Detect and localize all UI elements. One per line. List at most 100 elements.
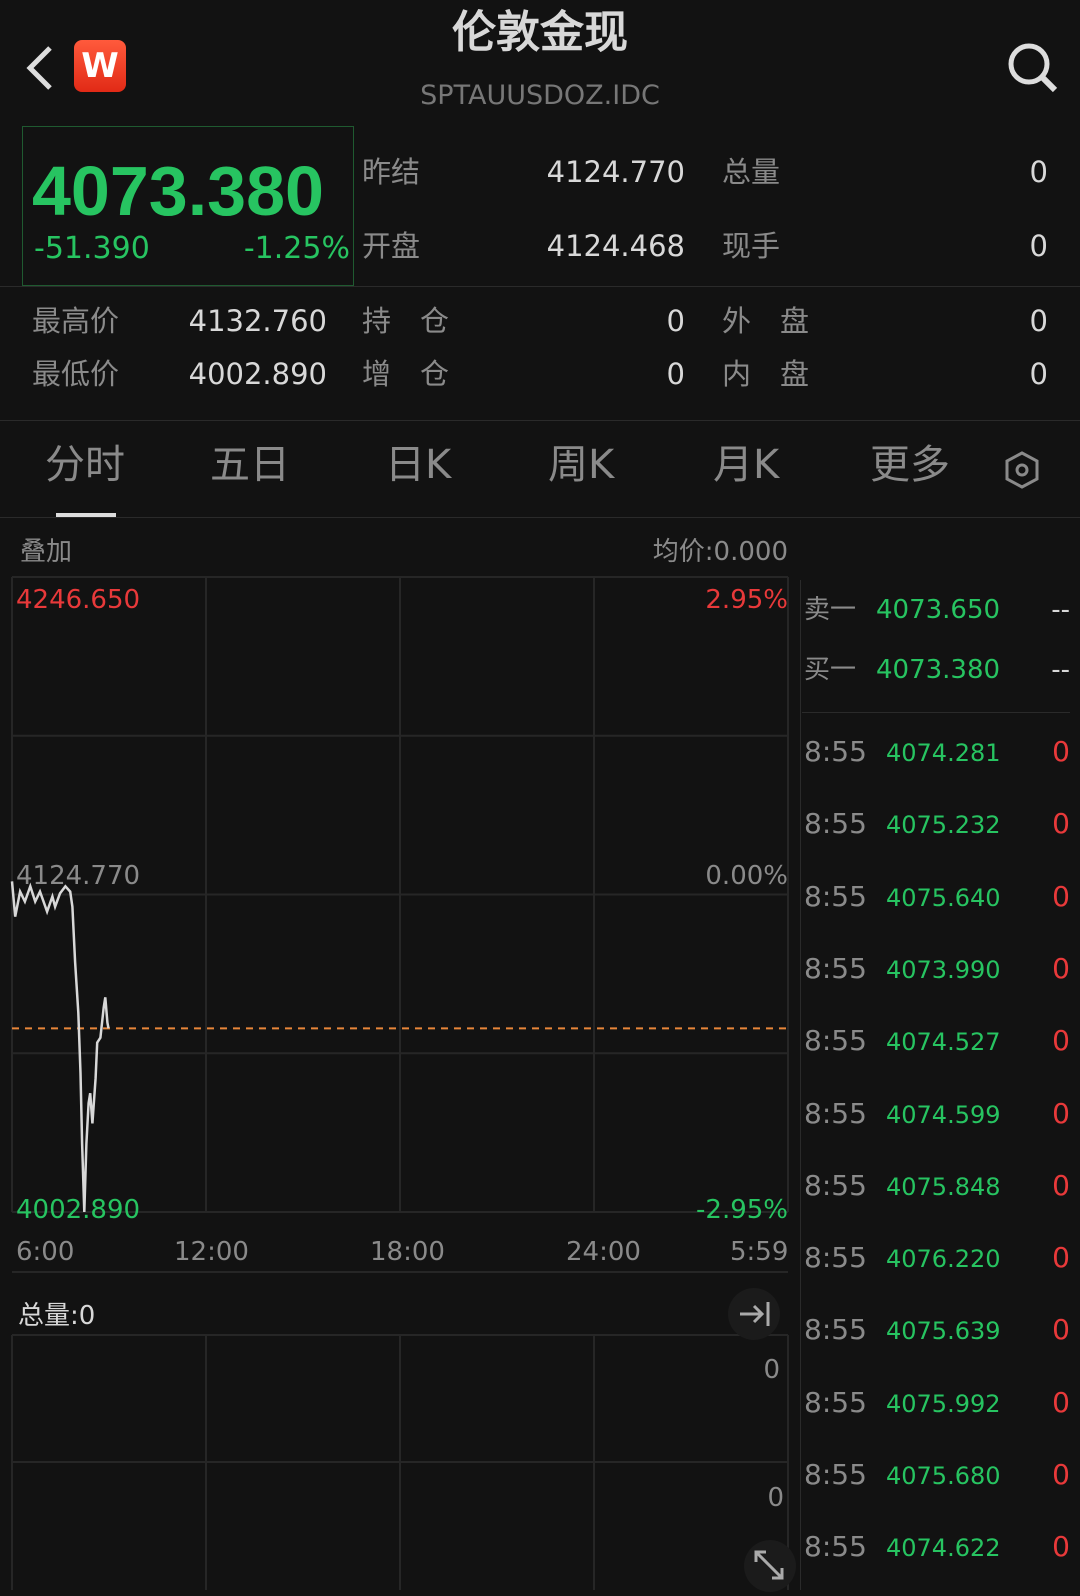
tick-time: 8:55: [804, 807, 867, 841]
tick-row: 8:55 4075.848 0: [804, 1168, 1070, 1210]
tick-row: 8:55 4074.622 0: [804, 1531, 1070, 1571]
tick-price: 4075.640: [886, 883, 1001, 912]
divider: [0, 420, 1080, 421]
tick-volume: 0: [1052, 735, 1070, 768]
tab-monthly-k[interactable]: 月K: [713, 442, 780, 488]
y-label-top: 4246.650: [16, 585, 141, 615]
y-label-top-pct: 2.95%: [705, 585, 788, 615]
stat-value: 0: [1029, 304, 1048, 338]
tick-volume: 0: [1052, 1458, 1070, 1491]
panel-divider: [800, 580, 801, 1590]
tab-weekly-k[interactable]: 周K: [548, 442, 615, 488]
tick-volume: 0: [1052, 807, 1070, 841]
stat-label: 最低价: [32, 357, 120, 391]
y-label-bottom: 4002.890: [16, 1195, 141, 1225]
x-tick: 12:00: [174, 1237, 249, 1267]
tick-time: 8:55: [804, 1530, 867, 1564]
symbol-code: SPTAUUSDOZ.IDC: [420, 80, 660, 111]
tick-volume: 0: [1052, 951, 1070, 985]
stat-value: 4124.770: [546, 155, 685, 189]
search-icon: [1008, 43, 1058, 93]
fullscreen-button[interactable]: [744, 1540, 796, 1592]
tick-price: 4075.639: [886, 1317, 1001, 1346]
tick-time: 8:55: [804, 1458, 867, 1491]
order-book-label: 卖一: [804, 595, 857, 625]
tick-price: 4075.848: [886, 1172, 1001, 1201]
stat-value: 0: [666, 304, 685, 338]
stat-label: 开盘: [362, 229, 421, 263]
tick-price: 4074.622: [886, 1534, 1001, 1563]
tick-time: 8:55: [804, 1168, 867, 1202]
tick-volume: 0: [1052, 879, 1070, 913]
tab-more[interactable]: 更多: [870, 442, 950, 488]
x-tick: 24:00: [566, 1237, 641, 1267]
stat-value: 4002.890: [188, 357, 327, 391]
tick-volume: 0: [1052, 1530, 1070, 1564]
stat-label: 增 仓: [362, 357, 450, 391]
stat-label: 现手: [722, 229, 781, 263]
tick-row: 8:55 4075.232 0: [804, 808, 1070, 848]
stat-label: 外 盘: [722, 304, 810, 338]
tick-volume: 0: [1052, 1241, 1070, 1275]
jump-to-latest-button[interactable]: [728, 1288, 780, 1340]
tick-price: 4073.990: [886, 955, 1001, 984]
tick-row: 8:55 4075.992 0: [804, 1385, 1070, 1427]
price-change-pct: -1.25%: [243, 231, 350, 266]
settings-hexagon-icon: [1005, 451, 1039, 489]
tick-price: 4074.281: [886, 739, 1001, 767]
volume-axis-top: 0: [763, 1355, 780, 1385]
intraday-chart[interactable]: [0, 0, 800, 1590]
app-logo: W: [74, 40, 126, 92]
divider: [0, 517, 1080, 518]
order-book-row: 买一 4073.380 --: [804, 655, 1070, 696]
tick-time: 8:55: [804, 1241, 867, 1275]
price-line: [10, 881, 110, 1213]
tab-daily-k[interactable]: 日K: [385, 442, 452, 488]
y-label-bottom-pct: -2.95%: [696, 1195, 788, 1225]
stat-label: 最高价: [32, 304, 120, 338]
x-tick: 6:00: [16, 1237, 75, 1267]
tick-row: 8:55 4075.640 0: [804, 879, 1070, 921]
tick-row: 8:55 4074.527 0: [804, 1024, 1070, 1065]
avg-price: 均价:0.000: [652, 537, 788, 567]
stat-label: 持 仓: [362, 304, 450, 338]
tick-price: 4076.220: [886, 1245, 1001, 1274]
tab-intraday[interactable]: 分时: [45, 442, 125, 488]
tick-time: 8:55: [804, 1313, 867, 1347]
tick-time: 8:55: [804, 1096, 867, 1130]
overlay-button[interactable]: 叠加: [20, 537, 73, 567]
tick-row: 8:55 4076.220 0: [804, 1241, 1070, 1282]
divider: [802, 712, 1070, 713]
order-book-label: 买一: [804, 655, 857, 685]
tick-time: 8:55: [804, 735, 867, 768]
tick-time: 8:55: [804, 951, 867, 985]
order-book-price: 4073.380: [876, 655, 1001, 685]
tick-volume: 0: [1052, 1168, 1070, 1202]
stat-value: 4124.468: [546, 229, 685, 263]
tick-price: 4075.992: [886, 1389, 1001, 1418]
tick-row: 8:55 4075.680 0: [804, 1458, 1070, 1499]
tick-time: 8:55: [804, 879, 867, 913]
order-book-price: 4073.650: [876, 595, 1001, 625]
price-change: -51.390: [34, 231, 150, 266]
tick-row: 8:55 4073.990 0: [804, 951, 1070, 993]
tick-time: 8:55: [804, 1024, 867, 1058]
page-title: 伦敦金现: [452, 7, 628, 58]
tick-price: 4074.599: [886, 1100, 1001, 1129]
tick-row: 8:55 4075.639 0: [804, 1314, 1070, 1354]
tick-row: 8:55 4074.599 0: [804, 1096, 1070, 1138]
tick-price: 4074.527: [886, 1028, 1001, 1057]
stat-value: 4132.760: [188, 304, 327, 338]
active-tab-indicator: [56, 513, 116, 517]
back-button[interactable]: [22, 40, 62, 96]
arrow-right-bar-icon: [740, 1302, 770, 1326]
tab-five-day[interactable]: 五日: [210, 442, 290, 488]
chart-settings-button[interactable]: [1002, 450, 1042, 490]
tick-time: 8:55: [804, 1385, 867, 1419]
stat-label: 内 盘: [722, 357, 810, 391]
volume-axis-mid: 0: [767, 1483, 784, 1513]
tick-volume: 0: [1052, 1024, 1070, 1058]
price-box: [22, 126, 354, 286]
x-tick: 5:59: [730, 1237, 789, 1267]
search-button[interactable]: [1005, 40, 1061, 96]
